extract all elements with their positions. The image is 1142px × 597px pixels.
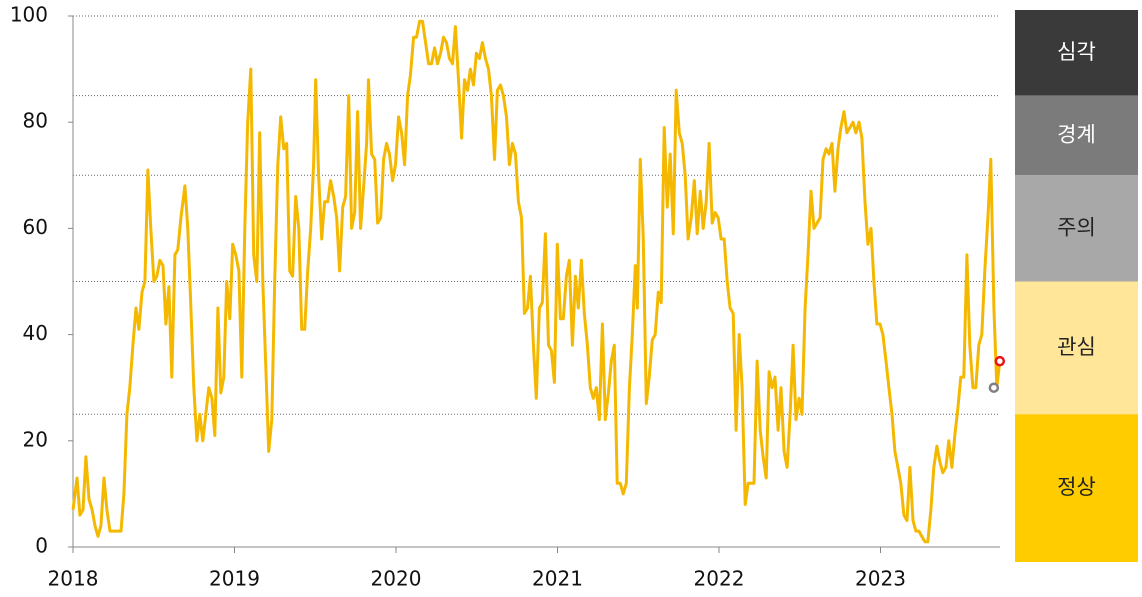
x-tick-label: 2020 (371, 567, 422, 591)
y-tick-label: 80 (23, 109, 48, 133)
band (1015, 175, 1138, 282)
y-tick-label: 0 (35, 534, 48, 558)
band (1015, 10, 1138, 96)
band-label: 관심 (1057, 335, 1096, 359)
point-marker (988, 382, 1000, 393)
band (1015, 95, 1138, 176)
band-label: 주의 (1057, 215, 1096, 239)
x-tick-label: 2021 (532, 567, 583, 591)
band-label: 경계 (1057, 122, 1096, 146)
x-tick-label: 2023 (855, 567, 906, 591)
x-tick-label: 2018 (48, 567, 99, 591)
band (1015, 414, 1138, 562)
y-tick-label: 20 (23, 427, 48, 451)
y-tick-label: 60 (23, 215, 48, 239)
x-tick-label: 2022 (694, 567, 745, 591)
y-tick-label: 100 (10, 3, 48, 27)
y-tick-label: 40 (23, 321, 48, 345)
band-label: 심각 (1057, 40, 1096, 64)
band (1015, 281, 1138, 415)
band-label: 정상 (1057, 475, 1096, 499)
x-tick-label: 2019 (209, 567, 260, 591)
line (71, 19, 1002, 544)
point-marker (994, 355, 1006, 367)
